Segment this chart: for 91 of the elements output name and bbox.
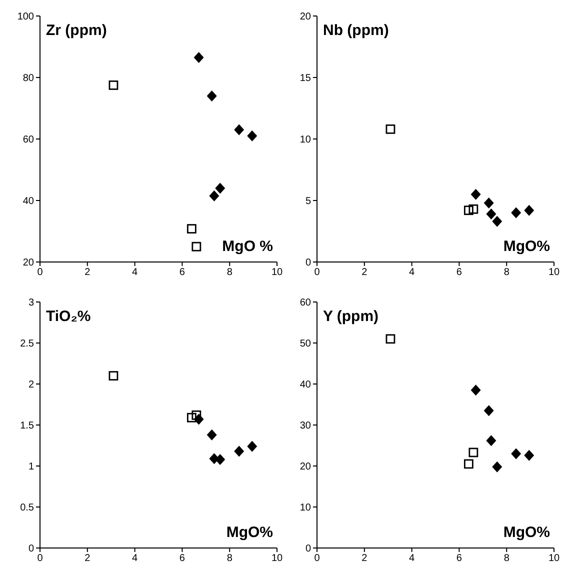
y-tick-label: 20	[300, 12, 312, 23]
point	[206, 429, 217, 440]
x-tick-label: 8	[226, 267, 233, 278]
point	[186, 412, 196, 422]
x-tick-label: 6	[179, 267, 186, 278]
x-tick-label: 0	[314, 267, 320, 278]
x-tick-label: 10	[271, 267, 283, 278]
point	[234, 446, 244, 457]
point	[470, 384, 481, 396]
x-axis-title: MgO%	[503, 524, 550, 541]
y-tick-label: 20	[22, 258, 34, 269]
x-tick-label: 8	[504, 553, 510, 564]
point	[464, 206, 474, 216]
y-tick-label: 1	[28, 462, 34, 473]
y-tick-label: 2	[28, 380, 34, 391]
point	[492, 461, 502, 472]
x-tick-label: 4	[132, 553, 138, 564]
point	[206, 90, 217, 102]
x-tick-label: 0	[314, 553, 320, 564]
point	[468, 448, 478, 458]
y-tick-label: 20	[300, 462, 312, 473]
point	[484, 197, 494, 208]
x-tick-label: 2	[362, 553, 368, 564]
y-tick-label: 60	[22, 134, 34, 146]
point	[192, 410, 202, 420]
point	[484, 405, 494, 416]
y-tick-label: 1.5	[20, 420, 34, 432]
y-tick-label: 5	[305, 196, 312, 208]
point	[511, 207, 522, 218]
point	[247, 130, 258, 142]
x-tick-label: 6	[456, 267, 462, 278]
point	[215, 454, 226, 465]
x-tick-label: 0	[37, 553, 44, 564]
y-axis-title: Y (ppm)	[323, 308, 379, 325]
x-tick-label: 10	[271, 553, 283, 564]
y-tick-label: 30	[300, 420, 312, 432]
point	[386, 124, 396, 134]
x-tick-label: 4	[409, 553, 416, 564]
point	[470, 188, 481, 200]
x-tick-label: 2	[84, 267, 91, 278]
y-tick-label: 40	[300, 380, 312, 391]
x-tick-label: 8	[504, 267, 510, 278]
point	[492, 216, 502, 227]
y-tick-label: 15	[300, 73, 312, 84]
y-axis-title: TiO₂%	[46, 308, 91, 325]
y-tick-label: 0.5	[20, 502, 34, 514]
point	[192, 242, 202, 252]
x-tick-label: 2	[362, 267, 368, 278]
y-tick-label: 3	[28, 298, 34, 309]
x-axis-title: MgO %	[222, 238, 273, 255]
point	[486, 435, 496, 446]
point	[194, 414, 204, 425]
x-tick-label: 4	[132, 267, 138, 278]
y-tick-label: 80	[22, 73, 34, 84]
y-tick-label: 0	[28, 544, 34, 555]
y-axis-title: Nb (ppm)	[323, 22, 389, 39]
point	[386, 334, 396, 344]
point	[215, 182, 226, 194]
point	[108, 371, 118, 380]
point	[486, 208, 496, 220]
point	[234, 124, 244, 136]
y-tick-label: 0	[305, 258, 312, 269]
y-axis-title: Zr (ppm)	[46, 22, 107, 39]
y-tick-label: 10	[300, 134, 312, 146]
y-tick-label: 100	[17, 12, 34, 23]
x-tick-label: 2	[84, 553, 91, 564]
point	[209, 190, 220, 202]
y-tick-label: 50	[300, 338, 312, 350]
y-tick-label: 60	[300, 298, 312, 309]
x-axis-title: MgO%	[226, 524, 273, 541]
x-axis-title: MgO%	[503, 238, 550, 255]
x-tick-label: 10	[548, 553, 560, 564]
y-tick-label: 40	[22, 196, 34, 208]
point	[511, 448, 522, 460]
x-tick-label: 8	[226, 553, 233, 564]
point	[524, 204, 534, 216]
point	[464, 459, 474, 469]
y-tick-label: 2.5	[20, 338, 34, 350]
x-tick-label: 6	[456, 553, 462, 564]
x-tick-label: 10	[548, 267, 560, 278]
point	[468, 204, 478, 214]
point	[247, 440, 258, 452]
point	[524, 450, 534, 461]
y-tick-label: 0	[305, 544, 312, 555]
y-tick-label: 10	[300, 502, 312, 514]
point	[186, 224, 196, 234]
point	[194, 52, 204, 64]
point	[108, 80, 118, 90]
x-tick-label: 0	[37, 267, 44, 278]
x-tick-label: 4	[409, 267, 416, 278]
x-tick-label: 6	[179, 553, 186, 564]
